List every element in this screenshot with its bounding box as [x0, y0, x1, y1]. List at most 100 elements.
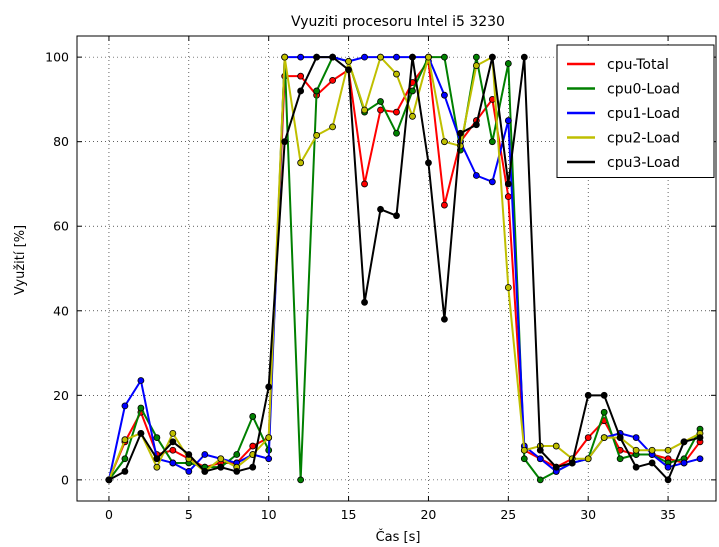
data-point: [297, 53, 305, 61]
data-point: [249, 413, 257, 420]
data-point: [361, 53, 368, 61]
axis-ticks: [77, 36, 716, 501]
data-point: [648, 459, 656, 467]
data-point: [520, 455, 528, 463]
data-point: [696, 455, 704, 463]
legend-label: cpu3-Load: [607, 155, 680, 171]
data-point: [584, 434, 592, 441]
data-point: [409, 87, 416, 95]
data-point: [488, 53, 496, 61]
chart-title: Vyuziti procesoru Intel i5 3230: [291, 14, 505, 30]
data-point: [217, 455, 225, 463]
legend-label: cpu-Total: [607, 57, 669, 73]
data-point: [600, 434, 608, 441]
data-point: [153, 455, 161, 463]
y-tick-label: 80: [53, 134, 69, 149]
data-point: [361, 180, 368, 188]
data-point: [616, 455, 624, 463]
x-tick-label: 5: [185, 507, 193, 522]
data-point: [584, 455, 592, 463]
data-point: [488, 178, 496, 186]
legend-items: cpu-Total cpu0-Load cpu1-Load cpu2-Load cpu3…: [567, 57, 680, 171]
data-point: [632, 446, 640, 454]
data-point: [504, 193, 512, 201]
data-point: [377, 53, 384, 61]
legend-item: cpu-Total: [567, 57, 669, 73]
legend-item: cpu1-Load: [567, 106, 680, 122]
series-lines: [105, 53, 704, 484]
data-point: [121, 468, 129, 475]
data-point: [201, 468, 209, 475]
data-point: [169, 446, 177, 454]
data-point: [441, 201, 448, 209]
data-point: [472, 172, 480, 179]
data-point: [169, 459, 177, 467]
y-tick-label: 40: [53, 303, 69, 318]
data-point: [536, 446, 544, 454]
data-point: [105, 476, 113, 484]
data-point: [169, 429, 177, 437]
legend-item: cpu3-Load: [567, 155, 680, 171]
data-point: [297, 72, 305, 80]
data-point: [456, 129, 464, 137]
data-point: [121, 436, 129, 444]
data-point: [584, 391, 592, 399]
y-tick-label: 60: [53, 219, 69, 234]
data-point: [329, 123, 337, 131]
x-axis-label: Čas [s]: [376, 529, 421, 545]
legend-label: cpu2-Load: [607, 131, 680, 147]
y-tick-label: 100: [45, 50, 69, 65]
data-point: [121, 402, 129, 410]
data-point: [664, 446, 672, 454]
data-point: [409, 112, 416, 120]
data-point: [441, 91, 448, 99]
x-tick-label: 25: [500, 507, 516, 522]
data-point: [632, 434, 640, 441]
data-point: [313, 87, 321, 95]
data-point: [377, 98, 384, 105]
data-point: [393, 70, 400, 78]
data-point: [600, 391, 608, 399]
data-point: [329, 76, 337, 84]
data-point: [137, 404, 145, 412]
legend-item: cpu0-Load: [567, 82, 680, 98]
data-point: [153, 434, 161, 441]
data-point: [233, 468, 241, 475]
x-tick-labels: 0 5 10 15 20 25 30 35: [105, 507, 676, 522]
data-point: [185, 451, 193, 458]
data-point: [664, 476, 672, 484]
data-point: [425, 159, 432, 167]
data-point: [600, 408, 608, 416]
data-point: [393, 53, 400, 61]
data-point: [520, 53, 528, 61]
data-point: [616, 434, 624, 441]
data-point: [281, 53, 289, 61]
data-point: [504, 60, 512, 67]
data-point: [137, 377, 145, 384]
data-point: [329, 53, 337, 61]
legend-label: cpu1-Load: [607, 106, 680, 122]
data-point: [488, 138, 496, 146]
data-point: [345, 66, 352, 74]
data-point: [313, 53, 321, 61]
data-point: [201, 451, 209, 458]
data-point: [249, 463, 257, 471]
data-point: [409, 53, 416, 61]
data-point: [345, 57, 352, 65]
legend: cpu-Total cpu0-Load cpu1-Load cpu2-Load cpu3…: [556, 44, 715, 178]
data-point: [504, 180, 512, 188]
data-point: [377, 205, 384, 213]
data-point: [265, 434, 273, 441]
data-point: [536, 455, 544, 463]
y-tick-label: 0: [61, 472, 69, 487]
data-point: [185, 468, 193, 475]
x-tick-label: 15: [341, 507, 357, 522]
plot-frame: [76, 35, 717, 502]
data-point: [393, 129, 400, 137]
data-point: [169, 438, 177, 446]
legend-item: cpu2-Load: [567, 131, 680, 147]
legend-box: [556, 44, 715, 178]
data-point: [265, 383, 273, 391]
data-point: [217, 463, 225, 471]
data-point: [121, 455, 129, 463]
